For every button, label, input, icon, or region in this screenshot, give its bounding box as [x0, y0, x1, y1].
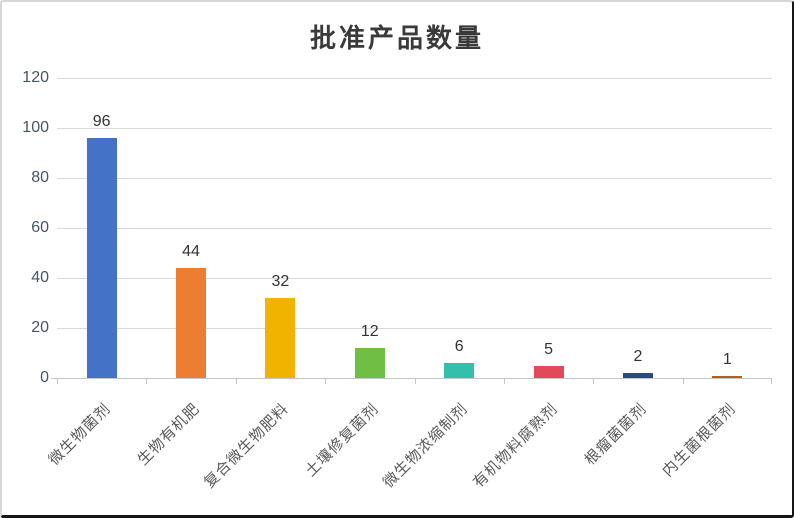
x-axis-tick — [414, 379, 416, 384]
bar — [444, 363, 475, 378]
bar — [712, 375, 743, 378]
x-axis-tick — [593, 379, 595, 384]
x-axis-tick — [146, 379, 148, 384]
x-axis-tick — [771, 379, 772, 384]
bar-value-label: 1 — [722, 350, 732, 368]
x-axis-line — [51, 378, 772, 379]
bar — [533, 365, 564, 378]
bar-value-label: 6 — [454, 338, 464, 355]
gridline — [57, 278, 772, 279]
x-axis-tick — [325, 379, 327, 384]
gridline — [57, 178, 772, 179]
gridline — [57, 228, 772, 229]
chart-title: 批准产品数量 — [309, 24, 484, 54]
y-axis-label: 100 — [22, 119, 49, 136]
bar-value-label: 44 — [182, 243, 200, 260]
bar-value-label: 5 — [544, 340, 554, 358]
bar-value-label: 96 — [92, 113, 111, 130]
plot-area: 0 20 40 60 80 100 120 96 微生物菌剂 44 生物有机肥 32 复合微生物肥料 12… — [22, 69, 772, 491]
gridline — [57, 328, 772, 329]
y-axis-label: 60 — [31, 219, 49, 236]
y-axis-label: 20 — [31, 319, 49, 336]
x-axis-tick — [503, 379, 505, 384]
gridline — [57, 128, 772, 129]
x-axis-tick — [682, 379, 684, 384]
x-axis-tick — [235, 379, 237, 384]
y-axis-label: 120 — [22, 69, 49, 86]
bar — [265, 298, 296, 378]
y-axis-label: 80 — [31, 169, 49, 186]
x-axis-tick — [57, 379, 58, 384]
bar — [86, 138, 117, 378]
bar-value-label: 2 — [633, 348, 643, 365]
bar-value-label: 12 — [360, 323, 379, 340]
bar — [354, 348, 385, 378]
bar — [622, 373, 653, 378]
bar-value-label: 32 — [271, 273, 290, 290]
y-axis-label: 0 — [40, 369, 49, 386]
y-axis-label: 40 — [31, 269, 49, 286]
gridline — [57, 78, 772, 79]
bar — [176, 268, 207, 378]
